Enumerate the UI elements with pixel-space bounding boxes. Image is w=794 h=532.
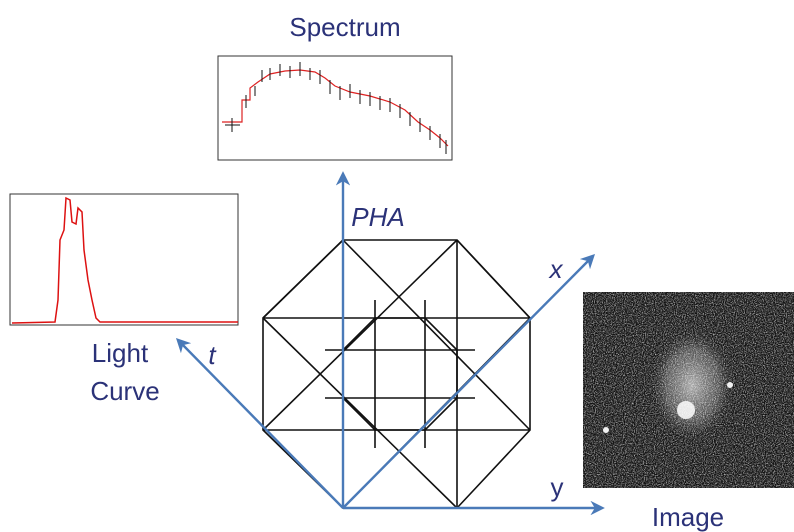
light-label: Light — [92, 338, 149, 368]
y-label: y — [551, 472, 564, 502]
pha-label: PHA — [351, 202, 404, 232]
light-curve-panel — [10, 194, 238, 325]
page: {"labels": {"spectrum": "Spectrum", "pha… — [0, 0, 794, 532]
spectrum-panel — [218, 56, 452, 160]
x-label: x — [548, 254, 564, 284]
image-panel — [583, 292, 794, 488]
image-label: Image — [652, 502, 724, 532]
curve-label: Curve — [90, 376, 159, 406]
t-label: t — [208, 340, 217, 370]
diagram: Spectrum PHA x Light Curve t y Image — [0, 0, 794, 532]
spectrum-label: Spectrum — [289, 12, 400, 42]
